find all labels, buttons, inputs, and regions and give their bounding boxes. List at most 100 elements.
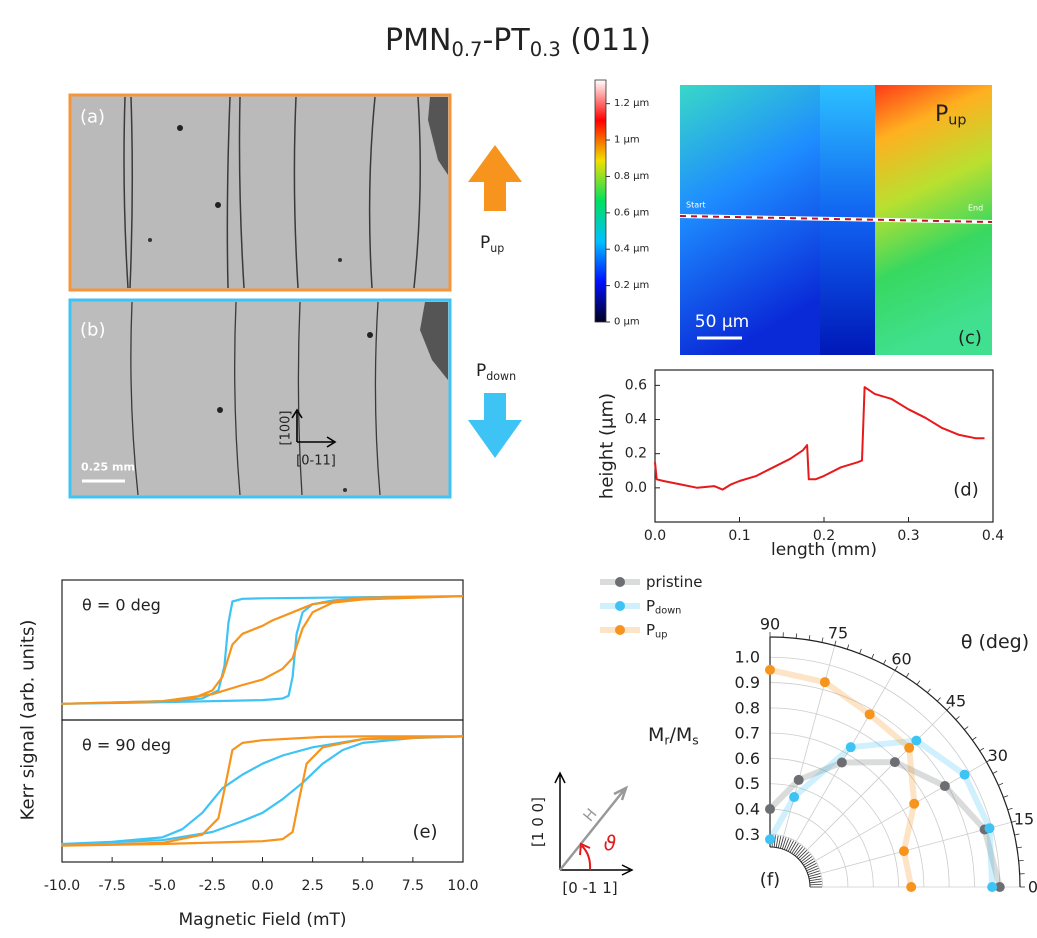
r-tick-label: 0.3 <box>735 825 760 844</box>
minor-tick <box>809 881 822 884</box>
legend-marker <box>615 601 625 611</box>
r-axis-label: Mr/Ms <box>648 724 699 748</box>
data-point <box>987 882 998 892</box>
axis-label: [0-11] <box>296 454 336 469</box>
minor-tick <box>789 841 797 853</box>
angle-label: ϑ <box>604 831 616 855</box>
field-diagram: H ϑ [1 0 0] [0 -1 1] <box>529 771 634 897</box>
legend-label: pristine <box>646 573 702 591</box>
minor-tick <box>871 653 875 659</box>
subscript: up <box>490 242 504 255</box>
data-line <box>60 595 464 705</box>
data-point <box>765 804 775 815</box>
data-point <box>906 882 917 892</box>
r-tick-label: 0.5 <box>735 774 760 793</box>
start-label: Start <box>686 201 706 210</box>
plot-frame <box>654 369 994 523</box>
legend-marker <box>615 577 625 587</box>
minor-tick <box>1007 807 1013 811</box>
x-axis-label: length (mm) <box>771 540 877 560</box>
minor-tick <box>946 706 951 711</box>
r-tick-label: 1.0 <box>735 648 760 667</box>
polarization-label: Pdown <box>476 361 516 383</box>
data-point <box>765 664 775 675</box>
theta-tick-label: 60 <box>891 650 911 669</box>
tick-label: 0.2 µm <box>614 280 649 291</box>
x-tick-label: 7.5 <box>402 878 424 894</box>
data-point <box>984 823 995 834</box>
minor-tick <box>779 836 784 849</box>
subscript: 0.7 <box>451 38 482 61</box>
text-part: P <box>480 233 490 253</box>
minor-tick <box>794 846 804 857</box>
minor-tick <box>936 697 941 702</box>
minor-tick <box>783 838 790 850</box>
subscript: down <box>655 605 681 616</box>
theta-tick-label: 0 <box>1028 878 1037 897</box>
minor-tick <box>846 644 850 650</box>
minor-tick <box>803 858 814 866</box>
panel-label: (f) <box>760 870 780 891</box>
subscript: s <box>692 734 698 748</box>
minor-tick <box>809 883 822 886</box>
legend-label: Pup <box>646 621 667 640</box>
x-tick-label: -10.0 <box>44 878 80 894</box>
minor-tick <box>834 640 837 646</box>
polarization-label: Pup <box>935 102 966 129</box>
minor-tick <box>793 844 801 855</box>
colorbar <box>594 79 607 323</box>
panel-label: (b) <box>80 320 105 341</box>
text-part: P <box>646 621 655 639</box>
data-point <box>909 798 920 809</box>
y-tick-label: 0.6 <box>625 377 647 393</box>
data-line <box>60 735 464 847</box>
text-part: (011) <box>561 23 651 58</box>
tick-label: 0 µm <box>614 317 640 328</box>
x-tick-label: -7.5 <box>98 878 125 894</box>
axis-label: [0 -1 1] <box>562 879 617 897</box>
x-tick-label: -5.0 <box>149 878 176 894</box>
outer-arc <box>769 636 1021 888</box>
minor-tick <box>859 648 862 654</box>
data-point <box>904 742 915 753</box>
panel-label: (d) <box>953 480 978 501</box>
minor-tick <box>1018 859 1024 862</box>
angle-axis-label: θ (deg) <box>961 631 1029 653</box>
grid-spoke <box>804 761 987 868</box>
data-point <box>898 846 909 857</box>
text-part: P <box>646 597 655 615</box>
tick-label: 1.2 µm <box>614 98 649 109</box>
x-tick-label: 0.4 <box>982 528 1004 544</box>
minor-tick <box>791 843 799 854</box>
legend-marker <box>615 625 625 635</box>
data-point <box>836 757 847 768</box>
scale-bar-label: 0.25 mm <box>81 461 135 474</box>
minor-tick <box>773 835 776 848</box>
minor-tick <box>785 839 792 851</box>
x-tick-label: 0.1 <box>728 528 750 544</box>
text-part: -PT <box>482 23 530 58</box>
axes-arrows <box>291 408 337 448</box>
text-part: M <box>648 724 664 746</box>
text-part: pristine <box>646 573 702 591</box>
arrow-down <box>468 393 522 458</box>
r-tick-label: 0.4 <box>735 800 760 819</box>
minor-tick <box>806 865 818 872</box>
minor-tick <box>1011 820 1017 823</box>
minor-tick <box>905 672 910 678</box>
tick-label: 1 µm <box>614 135 640 146</box>
subscript: up <box>655 629 667 640</box>
legend-label: Pdown <box>646 597 681 616</box>
data-point <box>911 735 922 746</box>
theta-tick-label: 30 <box>988 746 1008 765</box>
tick-label: 0.6 µm <box>614 207 649 218</box>
data-point <box>864 709 875 720</box>
arrow-up <box>468 145 522 211</box>
grid-spoke <box>798 709 948 859</box>
micrograph-a: (a) <box>68 93 452 292</box>
minor-tick <box>796 848 806 858</box>
minor-tick <box>1016 846 1022 849</box>
minor-tick <box>775 835 779 848</box>
minor-tick <box>800 853 811 863</box>
minor-tick <box>805 863 817 870</box>
